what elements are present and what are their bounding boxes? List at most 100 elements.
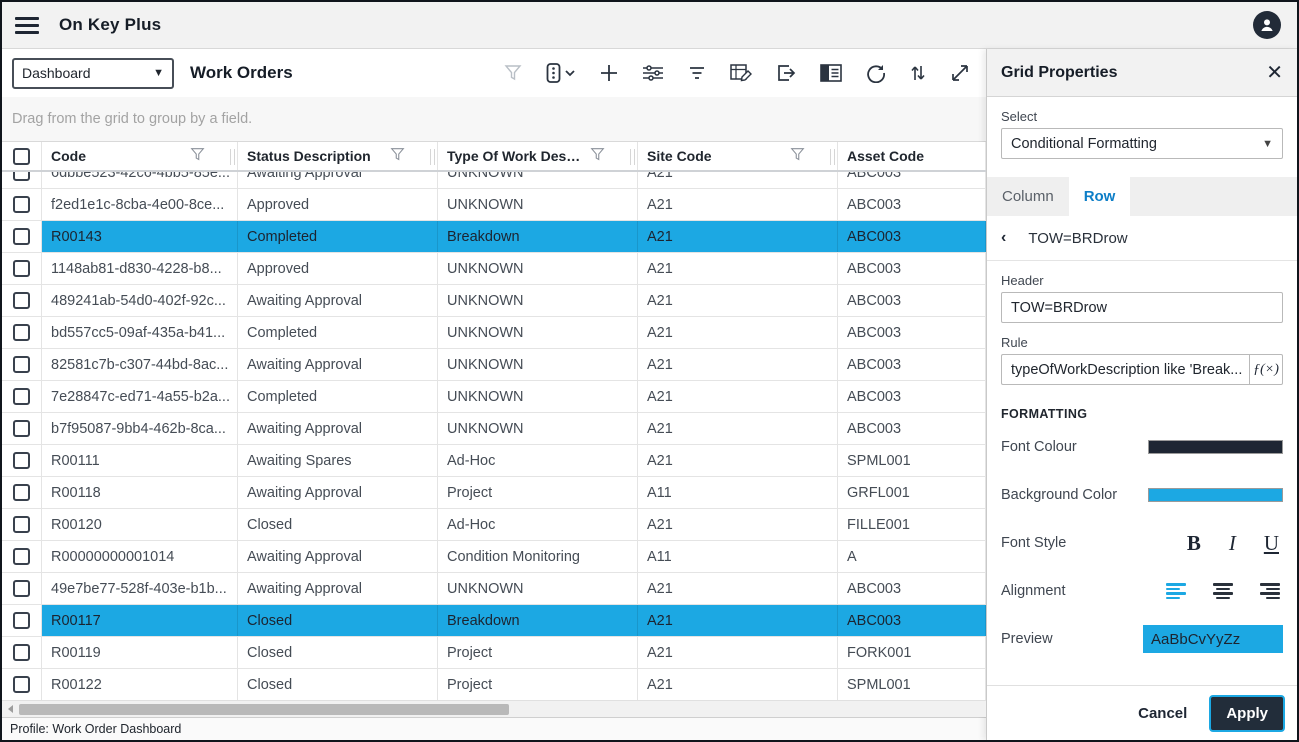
table-row[interactable]: bd557cc5-09af-435a-b41... Completed UNKN… bbox=[2, 317, 986, 349]
row-checkbox[interactable] bbox=[13, 644, 30, 661]
scroll-left-button[interactable] bbox=[2, 701, 19, 718]
filter-rows-icon[interactable] bbox=[688, 64, 706, 82]
row-checkbox[interactable] bbox=[13, 260, 30, 277]
row-checkbox[interactable] bbox=[13, 228, 30, 245]
cell-asset: ABC003 bbox=[838, 317, 986, 348]
column-resize-handle[interactable] bbox=[430, 149, 435, 165]
tab-column[interactable]: Column bbox=[987, 177, 1069, 216]
table-row[interactable]: R00143 Completed Breakdown A21 ABC003 bbox=[2, 221, 986, 253]
table-row[interactable]: R00000000001014 Awaiting Approval Condit… bbox=[2, 541, 986, 573]
background-color-label: Background Color bbox=[1001, 487, 1119, 503]
add-icon[interactable] bbox=[600, 64, 618, 82]
underline-button[interactable]: U bbox=[1264, 533, 1279, 554]
column-filter-icon[interactable] bbox=[590, 147, 605, 165]
column-chooser-icon[interactable] bbox=[642, 64, 664, 82]
table-row[interactable]: 489241ab-54d0-402f-92c... Awaiting Appro… bbox=[2, 285, 986, 317]
row-checkbox[interactable] bbox=[13, 452, 30, 469]
row-checkbox[interactable] bbox=[13, 580, 30, 597]
table-row[interactable]: f2ed1e1c-8cba-4e00-8ce... Approved UNKNO… bbox=[2, 189, 986, 221]
column-header[interactable]: Status Description bbox=[238, 142, 438, 170]
bold-button[interactable]: B bbox=[1187, 533, 1201, 554]
cell-status: Awaiting Approval bbox=[238, 349, 438, 380]
row-checkbox-cell bbox=[2, 221, 42, 252]
cell-site: A21 bbox=[638, 605, 838, 636]
profile-status-text: Profile: Work Order Dashboard bbox=[10, 722, 181, 736]
export-icon[interactable] bbox=[776, 63, 796, 83]
column-filter-icon[interactable] bbox=[190, 147, 205, 165]
align-left-icon[interactable] bbox=[1166, 583, 1186, 599]
row-checkbox[interactable] bbox=[13, 548, 30, 565]
formula-editor-button[interactable]: ƒ(×) bbox=[1249, 354, 1283, 385]
panel-title: Grid Properties bbox=[1001, 64, 1117, 82]
cancel-button[interactable]: Cancel bbox=[1138, 705, 1187, 722]
column-resize-handle[interactable] bbox=[830, 149, 835, 165]
refresh-icon[interactable] bbox=[866, 63, 886, 83]
cell-code: R00119 bbox=[42, 637, 238, 668]
row-checkbox[interactable] bbox=[13, 196, 30, 213]
cell-status: Awaiting Approval bbox=[238, 413, 438, 444]
row-checkbox[interactable] bbox=[13, 612, 30, 629]
align-center-icon[interactable] bbox=[1213, 583, 1233, 599]
edit-grid-icon[interactable] bbox=[730, 63, 752, 83]
side-panel-icon[interactable] bbox=[820, 64, 842, 82]
view-selector-icon[interactable] bbox=[546, 63, 576, 83]
panel-select[interactable]: Conditional Formatting ▼ bbox=[1001, 128, 1283, 159]
font-colour-swatch[interactable] bbox=[1148, 440, 1283, 454]
row-checkbox[interactable] bbox=[13, 420, 30, 437]
cell-code: 49e7be77-528f-403e-b1b... bbox=[42, 573, 238, 604]
font-colour-label: Font Colour bbox=[1001, 439, 1119, 455]
table-row[interactable]: 7e28847c-ed71-4a55-b2a... Completed UNKN… bbox=[2, 381, 986, 413]
back-chevron-icon[interactable]: ‹ bbox=[1001, 229, 1006, 247]
cell-type: UNKNOWN bbox=[438, 253, 638, 284]
background-color-swatch[interactable] bbox=[1148, 488, 1283, 502]
table-row[interactable]: 1148ab81-d830-4228-b8... Approved UNKNOW… bbox=[2, 253, 986, 285]
chevron-down-icon: ▼ bbox=[153, 67, 164, 79]
column-resize-handle[interactable] bbox=[630, 149, 635, 165]
table-row[interactable]: R00120 Closed Ad-Hoc A21 FILLE001 bbox=[2, 509, 986, 541]
cell-site: A21 bbox=[638, 509, 838, 540]
column-header[interactable]: Asset Code bbox=[838, 142, 986, 170]
column-resize-handle[interactable] bbox=[230, 149, 235, 165]
table-row[interactable]: 49e7be77-528f-403e-b1b... Awaiting Appro… bbox=[2, 573, 986, 605]
select-all-checkbox[interactable] bbox=[13, 148, 30, 165]
row-checkbox[interactable] bbox=[13, 324, 30, 341]
column-header[interactable]: Code bbox=[42, 142, 238, 170]
cell-type: UNKNOWN bbox=[438, 317, 638, 348]
fullscreen-icon[interactable] bbox=[950, 63, 970, 83]
filter-icon[interactable] bbox=[504, 64, 522, 82]
row-checkbox[interactable] bbox=[13, 356, 30, 373]
header-input[interactable]: TOW=BRDrow bbox=[1001, 292, 1283, 323]
cell-asset: ABC003 bbox=[838, 253, 986, 284]
tab-row[interactable]: Row bbox=[1069, 177, 1131, 216]
italic-button[interactable]: I bbox=[1229, 533, 1236, 554]
align-right-icon[interactable] bbox=[1260, 583, 1280, 599]
row-checkbox[interactable] bbox=[13, 676, 30, 693]
sort-icon[interactable] bbox=[910, 63, 926, 83]
panel-select-value: Conditional Formatting bbox=[1011, 136, 1157, 152]
table-row[interactable]: R00118 Awaiting Approval Project A11 GRF… bbox=[2, 477, 986, 509]
row-checkbox[interactable] bbox=[13, 292, 30, 309]
user-avatar-icon[interactable] bbox=[1253, 11, 1281, 39]
table-row[interactable]: 82581c7b-c307-44bd-8ac... Awaiting Appro… bbox=[2, 349, 986, 381]
column-header[interactable]: Type Of Work Descrip... bbox=[438, 142, 638, 170]
apply-button[interactable]: Apply bbox=[1209, 695, 1285, 732]
rule-input[interactable]: typeOfWorkDescription like 'Break... bbox=[1001, 354, 1249, 385]
hamburger-menu-icon[interactable] bbox=[15, 17, 39, 34]
scrollbar-thumb[interactable] bbox=[19, 704, 509, 715]
table-row[interactable]: R00122 Closed Project A21 SPML001 bbox=[2, 669, 986, 700]
table-row[interactable]: R00117 Closed Breakdown A21 ABC003 bbox=[2, 605, 986, 637]
row-checkbox[interactable] bbox=[13, 172, 30, 181]
column-header[interactable]: Site Code bbox=[638, 142, 838, 170]
column-filter-icon[interactable] bbox=[390, 147, 405, 165]
table-row[interactable]: 6dbbe523-42c6-4bb5-85e... Awaiting Appro… bbox=[2, 172, 986, 189]
row-checkbox[interactable] bbox=[13, 484, 30, 501]
table-row[interactable]: b7f95087-9bb4-462b-8ca... Awaiting Appro… bbox=[2, 413, 986, 445]
table-row[interactable]: R00119 Closed Project A21 FORK001 bbox=[2, 637, 986, 669]
row-checkbox[interactable] bbox=[13, 388, 30, 405]
dashboard-select[interactable]: Dashboard ▼ bbox=[12, 58, 174, 89]
close-icon[interactable]: ✕ bbox=[1266, 63, 1283, 83]
row-checkbox[interactable] bbox=[13, 516, 30, 533]
table-row[interactable]: R00111 Awaiting Spares Ad-Hoc A21 SPML00… bbox=[2, 445, 986, 477]
column-filter-icon[interactable] bbox=[790, 147, 805, 165]
horizontal-scrollbar[interactable] bbox=[2, 700, 986, 717]
